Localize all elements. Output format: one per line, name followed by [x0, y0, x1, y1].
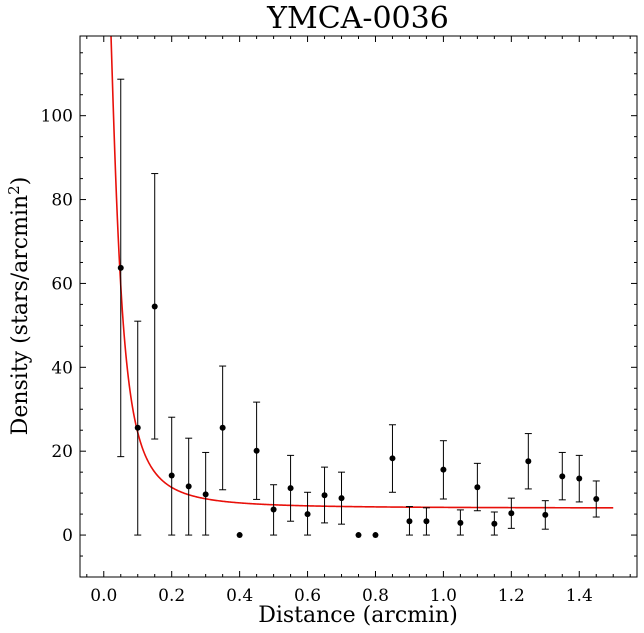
x-tick-label: 1.2 [498, 586, 525, 606]
data-point [423, 518, 430, 525]
y-tick-label: 20 [51, 442, 73, 462]
y-tick-label: 80 [51, 191, 73, 211]
data-point [593, 495, 600, 502]
data-point [474, 484, 481, 491]
x-tick-label: 0.2 [158, 586, 185, 606]
x-tick-label: 0.6 [294, 586, 321, 606]
data-point [440, 466, 447, 473]
data-point [389, 455, 396, 462]
y-axis-label-main: Density (stars/arcmin [8, 195, 33, 436]
data-point [202, 491, 209, 498]
data-point [236, 532, 243, 539]
data-point [457, 519, 464, 526]
data-point [559, 473, 566, 480]
data-point [304, 511, 311, 518]
data-point [576, 475, 583, 482]
data-point [287, 485, 294, 492]
x-tick-label: 1.4 [566, 586, 593, 606]
data-point [168, 472, 175, 479]
data-point [372, 532, 379, 539]
x-axis: 0.0 0.2 0.4 0.6 0.8 1.0 1.2 1.4 [86, 36, 631, 606]
x-tick-label: 0.4 [226, 586, 253, 606]
data-point [508, 510, 515, 517]
data-point [151, 303, 158, 310]
x-tick-label: 1.0 [430, 586, 457, 606]
data-point [406, 518, 413, 525]
x-tick-label: 0.0 [90, 586, 117, 606]
chart-title: YMCA-0036 [266, 1, 449, 36]
data-point [253, 447, 260, 454]
y-axis-label-superscript: 2 [5, 185, 23, 195]
y-axis: 0 20 40 60 80 100 [41, 52, 637, 557]
data-point [219, 424, 226, 431]
y-axis-label: Density (stars/arcmin2) [5, 177, 33, 436]
data-point [525, 458, 532, 465]
y-axis-label-close: ) [8, 177, 33, 186]
data-point [338, 495, 345, 502]
y-tick-label: 40 [51, 358, 73, 378]
data-point [321, 492, 328, 499]
y-tick-label: 60 [51, 274, 73, 294]
y-tick-label: 100 [41, 107, 73, 127]
data-point [491, 520, 498, 527]
data-point [542, 511, 549, 518]
data-point [355, 532, 362, 539]
x-tick-label: 0.8 [362, 586, 389, 606]
data-point [134, 424, 141, 431]
y-tick-label: 0 [62, 526, 73, 546]
data-point [185, 483, 192, 490]
x-axis-label: Distance (arcmin) [258, 603, 458, 628]
data-point [117, 264, 124, 271]
data-point [270, 506, 277, 513]
